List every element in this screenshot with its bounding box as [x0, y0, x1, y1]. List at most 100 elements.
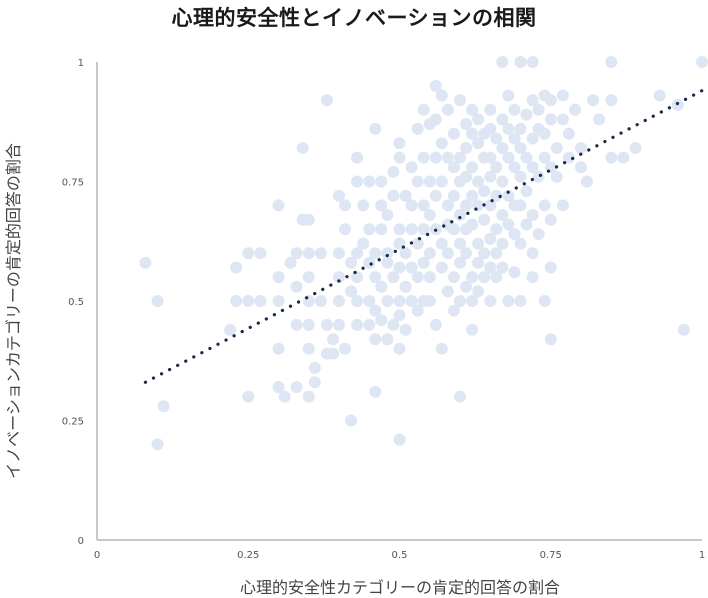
data-point	[393, 433, 406, 446]
data-point	[393, 151, 406, 164]
data-point	[411, 237, 424, 250]
data-point	[472, 113, 485, 126]
data-point	[556, 89, 569, 102]
data-point	[393, 295, 406, 307]
data-point	[375, 223, 388, 236]
data-point	[514, 142, 527, 154]
data-point	[496, 261, 509, 274]
data-point	[230, 261, 243, 274]
data-point	[272, 199, 285, 212]
data-point	[490, 223, 503, 236]
data-point	[514, 295, 527, 307]
data-point	[484, 170, 497, 183]
data-point	[502, 295, 515, 307]
trendline	[143, 89, 704, 384]
data-point	[484, 122, 497, 135]
data-point	[351, 271, 364, 284]
data-point	[417, 256, 430, 269]
data-point	[393, 261, 406, 274]
data-point	[435, 137, 448, 150]
data-point	[423, 247, 436, 260]
data-point	[296, 142, 309, 154]
x-axis-label: 心理的安全性カテゴリーの肯定的回答の割合	[239, 578, 560, 597]
data-point	[399, 323, 412, 336]
data-point	[339, 342, 351, 355]
data-point	[278, 390, 291, 403]
data-point	[411, 175, 424, 188]
data-point	[441, 103, 454, 116]
data-point	[460, 247, 473, 260]
data-point	[526, 247, 539, 260]
data-point	[357, 237, 370, 250]
data-point	[411, 304, 424, 317]
data-point	[532, 228, 545, 241]
x-tick-label: 0.25	[237, 550, 259, 561]
data-point	[320, 94, 333, 107]
data-point	[369, 247, 382, 260]
data-point	[544, 261, 557, 274]
data-point	[478, 213, 491, 226]
data-point	[472, 199, 485, 212]
data-point	[490, 132, 503, 145]
data-point	[441, 151, 454, 164]
data-point	[508, 228, 521, 241]
data-point	[369, 271, 382, 284]
data-point	[441, 285, 454, 298]
data-point	[411, 122, 424, 135]
data-point	[302, 213, 315, 226]
data-point	[345, 256, 358, 269]
data-point	[538, 199, 551, 212]
data-point	[351, 151, 364, 164]
data-point	[466, 127, 479, 140]
data-point	[496, 142, 509, 154]
data-point	[308, 376, 321, 389]
data-point	[454, 209, 466, 221]
data-point	[405, 261, 418, 274]
data-point	[447, 223, 460, 236]
data-point	[447, 304, 460, 317]
data-point	[478, 185, 491, 198]
data-point	[484, 295, 497, 307]
data-point	[544, 333, 557, 346]
data-point	[514, 237, 527, 250]
data-point	[435, 342, 448, 355]
data-point	[429, 189, 442, 202]
y-axis-label: イノベーションカテゴリーの肯定的回答の割合	[4, 143, 23, 479]
data-point	[544, 113, 557, 126]
data-point	[484, 232, 497, 245]
data-point	[496, 113, 509, 126]
data-point	[375, 314, 388, 327]
data-point	[429, 151, 442, 164]
y-tick-label: 1	[78, 58, 84, 69]
data-point	[441, 199, 454, 212]
data-point	[526, 56, 539, 68]
data-point	[411, 271, 424, 284]
data-point	[520, 151, 533, 164]
data-point	[284, 256, 297, 269]
data-point	[242, 247, 255, 260]
data-point	[538, 151, 551, 164]
data-point	[363, 175, 376, 188]
data-point	[520, 218, 533, 231]
data-point	[556, 113, 569, 126]
data-point	[472, 237, 485, 250]
data-point	[575, 161, 587, 174]
data-point	[139, 256, 152, 269]
data-point	[290, 381, 303, 393]
data-point	[447, 271, 460, 284]
data-point	[466, 295, 479, 307]
data-point	[532, 103, 545, 116]
data-point	[466, 271, 479, 284]
data-point	[351, 247, 364, 260]
data-point	[435, 261, 448, 274]
x-tick-label: 0.75	[540, 550, 562, 561]
data-point	[417, 199, 430, 212]
data-point	[569, 103, 581, 116]
data-point	[454, 256, 466, 269]
y-tick-labels: 0 0.25 0.5 0.75 1	[62, 58, 84, 547]
data-point	[393, 137, 406, 150]
data-point	[351, 318, 364, 331]
data-point	[272, 342, 285, 355]
data-point	[333, 271, 345, 284]
data-point	[417, 223, 430, 236]
